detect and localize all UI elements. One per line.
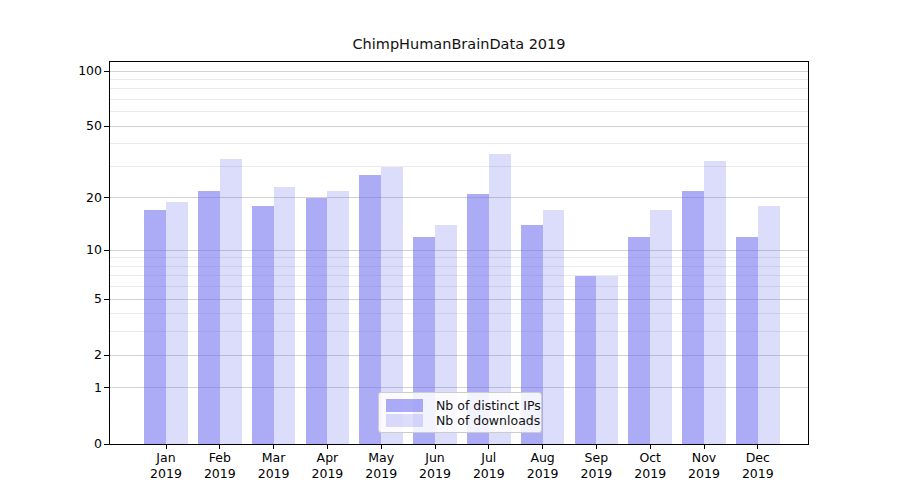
x-tick-mark-apr	[327, 444, 328, 449]
bar-downloads-apr	[327, 191, 349, 444]
gridline-minor-40	[110, 143, 808, 144]
legend: Nb of distinct IPs Nb of downloads	[378, 392, 542, 433]
y-tick-label-5: 5	[52, 291, 102, 307]
y-tick-label-20: 20	[52, 190, 102, 206]
x-tick-mark-jul	[488, 444, 489, 449]
bar-distinct-ips-apr	[306, 198, 328, 444]
legend-item-distinct-ips: Nb of distinct IPs	[386, 398, 534, 413]
x-tick-mark-jan	[166, 444, 167, 449]
x-tick-mark-sep	[596, 444, 597, 449]
y-tick-mark-1	[104, 387, 109, 388]
x-tick-mark-may	[381, 444, 382, 449]
bar-downloads-sep	[596, 276, 618, 444]
x-tick-mark-aug	[542, 444, 543, 449]
y-tick-mark-2	[104, 355, 109, 356]
x-tick-mark-jun	[435, 444, 436, 449]
y-tick-label-50: 50	[52, 118, 102, 134]
bar-downloads-oct	[650, 210, 672, 444]
y-tick-mark-50	[104, 126, 109, 127]
plot-area	[109, 61, 809, 445]
gridline-minor-60	[110, 111, 808, 112]
bar-distinct-ips-feb	[198, 191, 220, 444]
bar-downloads-feb	[220, 159, 242, 444]
bar-distinct-ips-jan	[144, 210, 166, 444]
y-tick-label-100: 100	[52, 63, 102, 79]
bar-downloads-aug	[543, 210, 565, 444]
y-tick-mark-20	[104, 197, 109, 198]
legend-label-distinct-ips: Nb of distinct IPs	[436, 398, 541, 413]
y-tick-mark-5	[104, 299, 109, 300]
bar-distinct-ips-sep	[575, 276, 597, 444]
bar-downloads-nov	[704, 161, 726, 444]
x-tick-mark-oct	[650, 444, 651, 449]
bar-distinct-ips-oct	[628, 237, 650, 444]
legend-swatch-downloads	[386, 414, 423, 427]
x-tick-label-dec: Dec2019	[722, 450, 794, 482]
figure: ChimpHumanBrainData 2019 0125102050100 J…	[0, 0, 900, 500]
bar-distinct-ips-mar	[252, 206, 274, 444]
y-tick-label-10: 10	[52, 242, 102, 258]
y-tick-label-0: 0	[52, 436, 102, 452]
y-tick-mark-10	[104, 250, 109, 251]
bar-downloads-dec	[758, 206, 780, 444]
gridline-minor-90	[110, 79, 808, 80]
gridline-minor-80	[110, 88, 808, 89]
y-tick-mark-0	[104, 444, 109, 445]
y-tick-mark-100	[104, 71, 109, 72]
x-tick-mark-dec	[757, 444, 758, 449]
x-tick-mark-feb	[219, 444, 220, 449]
bar-downloads-mar	[274, 187, 296, 444]
legend-swatch-distinct-ips	[386, 399, 423, 412]
y-tick-label-2: 2	[52, 347, 102, 363]
gridline-major-100	[110, 71, 808, 72]
y-tick-label-1: 1	[52, 380, 102, 396]
x-tick-mark-nov	[704, 444, 705, 449]
gridline-major-50	[110, 126, 808, 127]
bar-distinct-ips-nov	[682, 191, 704, 444]
gridline-minor-70	[110, 99, 808, 100]
legend-label-downloads: Nb of downloads	[436, 413, 540, 428]
x-tick-mark-mar	[273, 444, 274, 449]
bar-distinct-ips-dec	[736, 237, 758, 444]
chart-title: ChimpHumanBrainData 2019	[110, 36, 808, 52]
legend-item-downloads: Nb of downloads	[386, 413, 534, 428]
bar-downloads-jan	[166, 202, 188, 444]
